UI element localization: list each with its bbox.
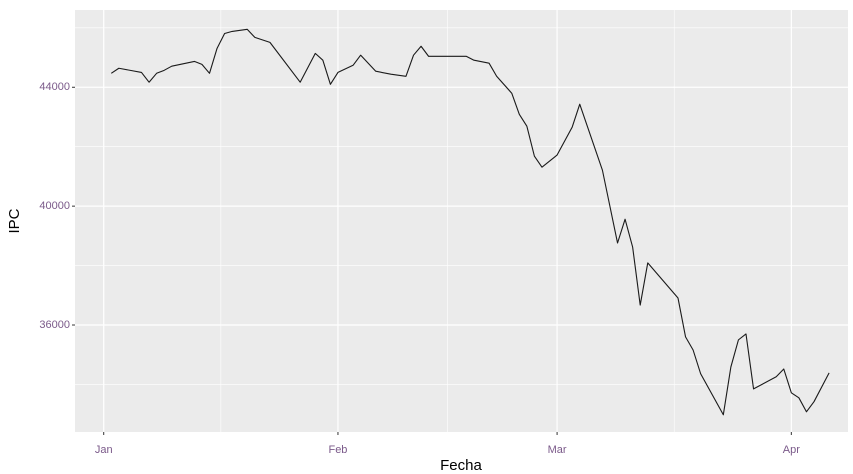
y-tick-label: 40000 xyxy=(39,200,70,212)
x-tick-label: Apr xyxy=(783,444,800,456)
x-tick-label: Mar xyxy=(548,444,567,456)
x-tick-label: Jan xyxy=(95,444,113,456)
x-axis-title: Fecha xyxy=(440,457,482,474)
marks xyxy=(110,28,830,416)
x-tick-label: Feb xyxy=(328,444,347,456)
panel xyxy=(75,10,848,432)
y-tick-label: 36000 xyxy=(39,319,70,331)
line xyxy=(110,28,830,416)
grid xyxy=(75,10,848,432)
y-tick-label: 44000 xyxy=(39,81,70,93)
y-axis-title: IPC xyxy=(6,208,23,233)
